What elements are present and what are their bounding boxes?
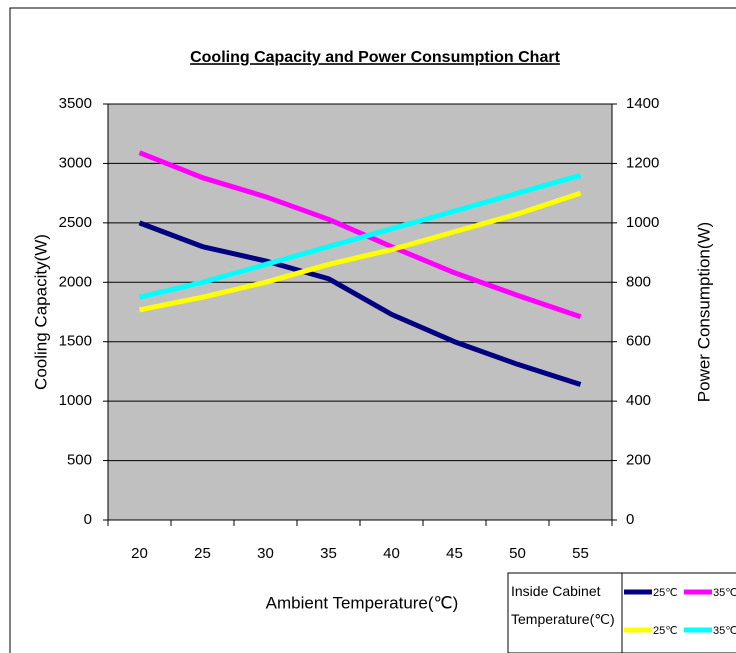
y2-axis-label: Power Consumption(W) — [694, 222, 713, 402]
y-tick-label: 2500 — [59, 214, 92, 231]
legend-label: 35℃ — [713, 625, 736, 637]
y2-tick-label: 200 — [626, 452, 651, 469]
legend-label: 25℃ — [653, 625, 678, 637]
x-axis-label: Ambient Temperature(℃) — [266, 593, 459, 612]
legend-label: 35℃ — [713, 587, 736, 599]
y-tick-label: 3000 — [59, 154, 92, 171]
y2-tick-label: 800 — [626, 273, 651, 290]
y-tick-label: 0 — [84, 511, 92, 528]
x-tick-label: 45 — [446, 545, 463, 562]
y-tick-label: 500 — [67, 452, 92, 469]
series-line — [139, 190, 582, 313]
y2-tick-label: 600 — [626, 333, 651, 350]
y2-tick-label: 1000 — [626, 214, 659, 231]
y2-tick-label: 400 — [626, 392, 651, 409]
x-tick-label: 20 — [131, 545, 148, 562]
x-tick-label: 35 — [320, 545, 337, 562]
series-line — [138, 172, 582, 300]
y2-tick-label: 1200 — [626, 154, 659, 171]
x-tick-label: 55 — [572, 545, 589, 562]
y-tick-label: 1500 — [59, 333, 92, 350]
series-line — [138, 150, 582, 320]
y-tick-label: 1000 — [59, 392, 92, 409]
x-tick-label: 25 — [194, 545, 211, 562]
y2-tick-label: 0 — [626, 511, 634, 528]
x-tick-label: 40 — [383, 545, 400, 562]
legend-label: 25℃ — [653, 587, 678, 599]
legend-title: Inside Cabinet Temperature(℃) — [511, 583, 615, 627]
y-axis-label: Cooling Capacity(W) — [31, 234, 50, 390]
chart-title: Cooling Capacity and Power Consumption C… — [190, 49, 560, 66]
y-tick-label: 3500 — [59, 95, 92, 112]
y2-tick-label: 1400 — [626, 95, 659, 112]
y-tick-label: 2000 — [59, 273, 92, 290]
x-tick-label: 50 — [509, 545, 526, 562]
legend-box — [621, 572, 736, 653]
legend-title-box — [507, 572, 623, 653]
plot-area — [108, 104, 612, 520]
x-tick-label: 30 — [257, 545, 274, 562]
series-line — [138, 220, 582, 387]
